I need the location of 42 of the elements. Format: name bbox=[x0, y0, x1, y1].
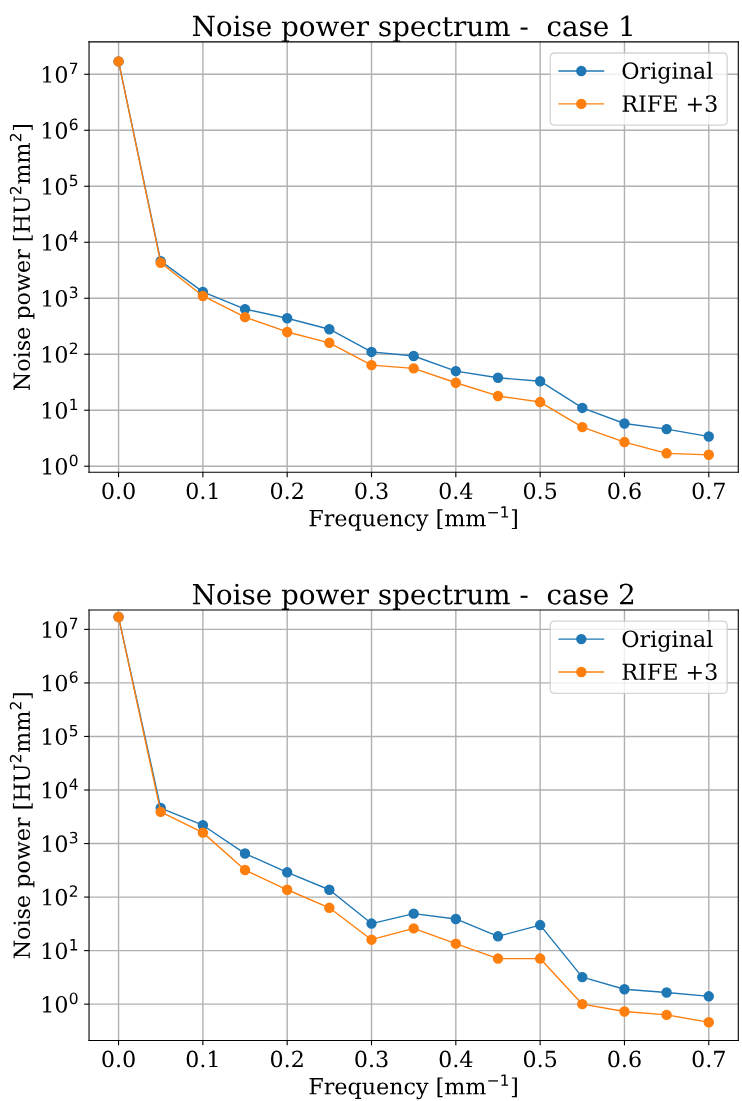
y-axis-title: Noise power [HU$^{2}$mm$^{2}$] bbox=[9, 125, 35, 391]
y-tick-label: 10$^{4}$ bbox=[42, 230, 78, 251]
x-tick-label: 0.7 bbox=[692, 482, 725, 500]
x-tick-label: 0.6 bbox=[608, 1050, 641, 1068]
y-axis-title: Noise power [HU$^{2}$mm$^{2}$] bbox=[9, 693, 35, 959]
x-tick-label: 0.4 bbox=[439, 482, 473, 500]
x-tick-label: 0.5 bbox=[523, 482, 557, 500]
y-tick-label: 10$^{5}$ bbox=[42, 724, 78, 746]
y-tick-label: 10$^{1}$ bbox=[42, 939, 78, 960]
x-tick-label: 0.0 bbox=[102, 482, 135, 500]
y-tick-label: 10$^{2}$ bbox=[42, 342, 78, 363]
y-tick-label: 10$^{4}$ bbox=[42, 778, 78, 799]
x-axis-title: Frequency [mm$^{−1}$] bbox=[309, 506, 517, 532]
x-tick-label: 0.5 bbox=[523, 1050, 557, 1068]
y-tick-label: 10$^{1}$ bbox=[42, 398, 78, 419]
x-tick-label: 0.1 bbox=[186, 482, 218, 500]
x-tick-label: 0.4 bbox=[439, 1050, 473, 1068]
y-tick-label: 10$^{0}$ bbox=[42, 992, 78, 1013]
x-tick-label: 0.3 bbox=[355, 1050, 388, 1068]
x-tick-label: 0.1 bbox=[186, 1050, 218, 1068]
y-tick-label: 10$^{2}$ bbox=[42, 885, 78, 906]
y-tick-label: 10$^{3}$ bbox=[42, 831, 78, 853]
x-tick-label: 0.0 bbox=[102, 1050, 135, 1068]
y-tick-label: 10$^{7}$ bbox=[42, 62, 78, 83]
legend-label: RIFE +3 bbox=[622, 95, 717, 112]
y-tick-label: 10$^{3}$ bbox=[42, 286, 78, 307]
x-tick-label: 0.3 bbox=[355, 482, 388, 500]
x-axis-title: Frequency [mm$^{−1}$] bbox=[309, 1074, 517, 1100]
legend-label: Original bbox=[622, 630, 713, 652]
x-tick-label: 0.6 bbox=[608, 482, 641, 500]
y-tick-label: 10$^{0}$ bbox=[42, 454, 78, 475]
y-tick-label: 10$^{6}$ bbox=[42, 118, 78, 139]
legend-label: Original bbox=[622, 61, 713, 84]
legend-label: RIFE +3 bbox=[622, 663, 717, 681]
x-tick-label: 0.7 bbox=[692, 1050, 725, 1068]
y-tick-label: 10$^{7}$ bbox=[42, 617, 78, 638]
chart-title: Noise power spectrum - case 2 bbox=[192, 583, 634, 611]
chart-title: Noise power spectrum - case 1 bbox=[192, 15, 632, 42]
y-tick-label: 10$^{6}$ bbox=[42, 671, 78, 692]
x-tick-label: 0.2 bbox=[270, 482, 303, 500]
y-tick-label: 10$^{5}$ bbox=[42, 174, 78, 195]
x-tick-label: 0.2 bbox=[270, 1050, 303, 1068]
